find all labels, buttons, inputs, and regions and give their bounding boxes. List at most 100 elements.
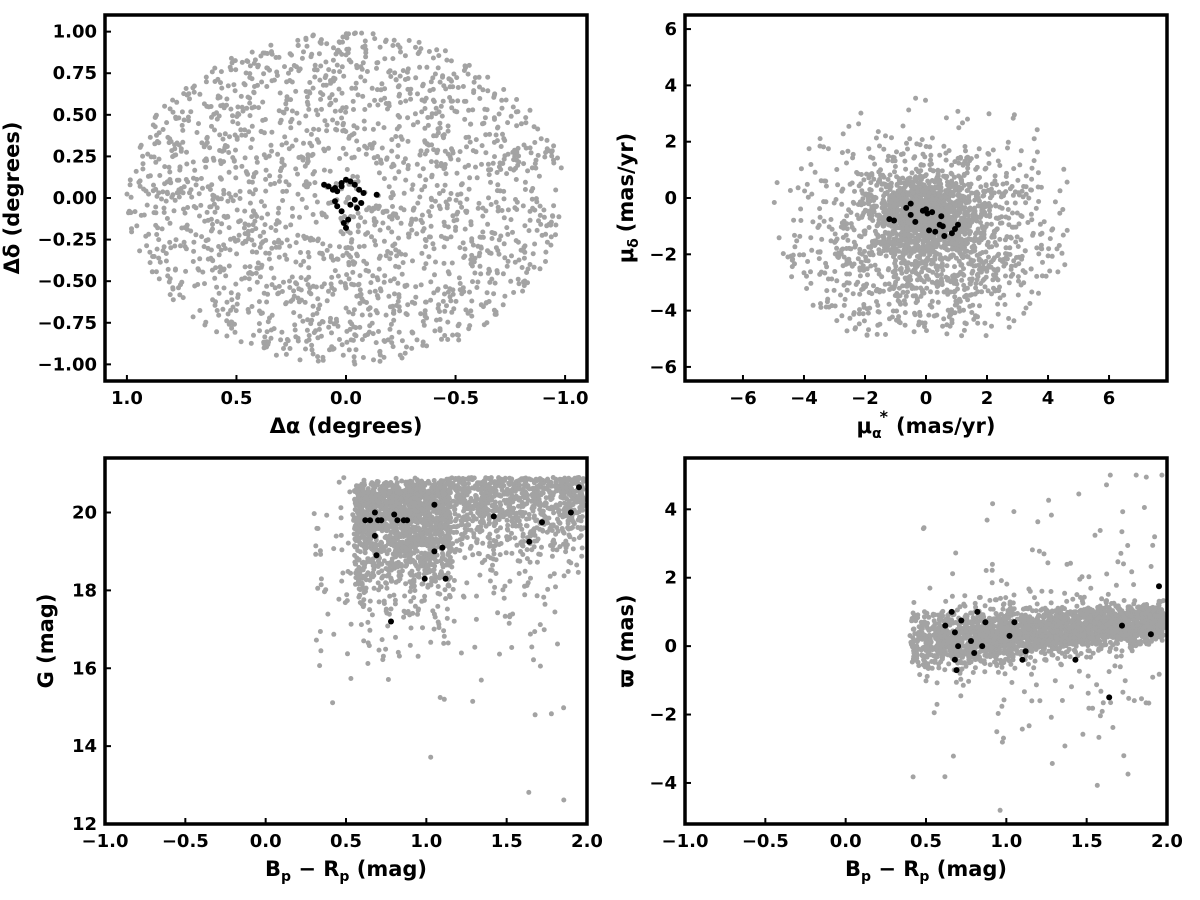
field-star-point bbox=[154, 246, 160, 252]
field-star-point bbox=[1039, 230, 1045, 236]
field-star-point bbox=[981, 276, 987, 282]
field-star-point bbox=[823, 183, 829, 189]
x-axis-label: μα* (mas/yr) bbox=[857, 407, 996, 442]
field-star-point bbox=[952, 217, 958, 223]
field-star-point bbox=[312, 193, 318, 198]
field-star-point bbox=[902, 245, 908, 251]
field-star-point bbox=[330, 291, 336, 297]
field-star-point bbox=[972, 245, 978, 251]
field-star-point bbox=[234, 136, 240, 142]
field-star-point bbox=[844, 280, 850, 286]
field-star-point bbox=[526, 228, 532, 234]
field-star-point bbox=[486, 195, 491, 201]
field-star-point bbox=[986, 201, 992, 206]
field-star-point bbox=[934, 284, 940, 289]
field-star-point bbox=[982, 320, 988, 326]
field-star-point bbox=[361, 243, 367, 249]
field-star-point bbox=[204, 209, 210, 215]
field-star-point bbox=[989, 291, 994, 297]
field-star-point bbox=[905, 242, 911, 248]
field-star-point bbox=[406, 234, 412, 240]
field-star-point bbox=[533, 157, 539, 163]
field-star-point bbox=[997, 257, 1003, 263]
field-star-point bbox=[959, 277, 965, 283]
field-star-point bbox=[124, 191, 130, 197]
field-star-point bbox=[913, 200, 919, 206]
field-star-point bbox=[558, 165, 564, 171]
field-star-point bbox=[242, 127, 248, 133]
field-star-point bbox=[424, 64, 430, 70]
field-star-point bbox=[961, 307, 966, 313]
field-star-point bbox=[872, 161, 878, 167]
field-star-point bbox=[865, 272, 870, 278]
field-star-point bbox=[189, 194, 195, 200]
field-star-point bbox=[884, 209, 890, 214]
field-star-point bbox=[251, 90, 257, 96]
field-star-point bbox=[433, 159, 439, 165]
field-star-point bbox=[985, 288, 991, 294]
field-star-point bbox=[792, 232, 797, 238]
field-star-point bbox=[360, 355, 366, 360]
field-star-point bbox=[960, 120, 965, 126]
field-star-point bbox=[407, 589, 413, 594]
field-star-point bbox=[235, 111, 241, 117]
field-star-point bbox=[349, 321, 355, 327]
field-star-point bbox=[224, 144, 230, 149]
field-star-point bbox=[991, 228, 997, 234]
field-star-point bbox=[374, 87, 380, 93]
field-star-point bbox=[467, 139, 473, 145]
field-star-point bbox=[970, 214, 976, 220]
field-star-point bbox=[851, 311, 857, 317]
field-star-point bbox=[438, 103, 444, 109]
field-star-point bbox=[266, 250, 272, 256]
field-star-point bbox=[887, 172, 893, 178]
field-star-point bbox=[317, 548, 323, 554]
field-star-point bbox=[434, 163, 440, 169]
field-star-point bbox=[184, 222, 190, 228]
field-star-point bbox=[513, 109, 519, 115]
field-star-point bbox=[1014, 234, 1020, 240]
field-star-point bbox=[1010, 192, 1016, 198]
field-star-point bbox=[463, 65, 468, 71]
field-star-point bbox=[301, 140, 306, 146]
field-star-point bbox=[268, 181, 274, 187]
field-star-point bbox=[912, 229, 918, 235]
field-star-point bbox=[847, 315, 853, 321]
field-star-point bbox=[160, 189, 166, 195]
field-star-point bbox=[232, 132, 238, 138]
field-star-point bbox=[317, 321, 322, 327]
field-star-point bbox=[246, 270, 252, 276]
field-star-point bbox=[1023, 173, 1029, 179]
field-star-point bbox=[229, 297, 235, 303]
field-star-point bbox=[397, 308, 403, 314]
field-star-point bbox=[242, 275, 248, 281]
field-star-point bbox=[396, 294, 402, 300]
field-star-point bbox=[317, 77, 323, 83]
field-star-point bbox=[451, 71, 457, 77]
field-star-point bbox=[348, 337, 354, 343]
field-star-point bbox=[416, 39, 422, 45]
field-star-point bbox=[153, 222, 159, 228]
field-star-point bbox=[428, 159, 434, 165]
field-star-point bbox=[1038, 242, 1044, 248]
field-star-point bbox=[298, 262, 304, 268]
field-star-point bbox=[284, 337, 290, 342]
field-star-point bbox=[247, 63, 253, 69]
field-star-point bbox=[367, 607, 373, 613]
field-star-point bbox=[493, 557, 499, 563]
field-star-point bbox=[485, 88, 491, 94]
field-star-point bbox=[381, 125, 387, 131]
field-star-point bbox=[964, 188, 970, 194]
field-star-point bbox=[362, 219, 368, 225]
field-star-point bbox=[963, 148, 968, 154]
field-star-point bbox=[861, 318, 867, 324]
field-star-point bbox=[1050, 226, 1056, 232]
field-star-point bbox=[203, 79, 209, 85]
field-star-point bbox=[928, 152, 934, 158]
field-star-point bbox=[881, 193, 887, 199]
field-star-point bbox=[188, 187, 194, 193]
field-star-point bbox=[321, 146, 327, 152]
field-star-point bbox=[221, 187, 227, 193]
field-star-point bbox=[1036, 199, 1042, 204]
field-star-point bbox=[858, 110, 864, 116]
